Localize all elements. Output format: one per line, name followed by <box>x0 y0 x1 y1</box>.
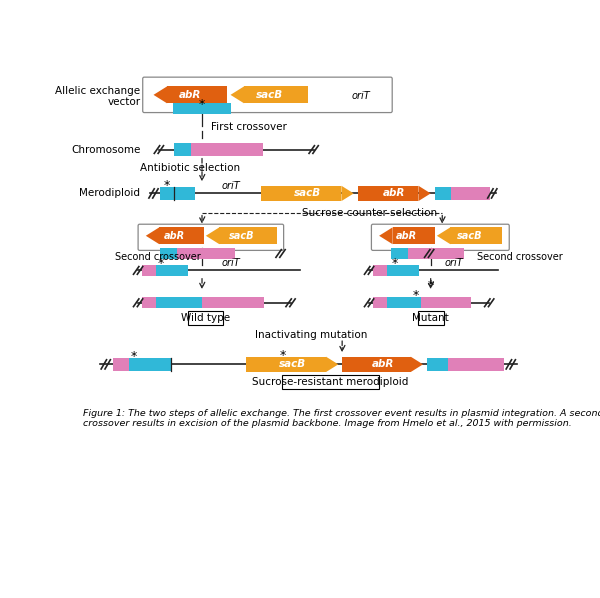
Polygon shape <box>167 86 227 103</box>
Bar <box>129 358 171 371</box>
Text: abR: abR <box>179 90 201 100</box>
Bar <box>387 265 419 276</box>
Polygon shape <box>230 86 244 103</box>
Text: oriT: oriT <box>352 91 371 102</box>
Bar <box>373 297 387 308</box>
Bar <box>160 187 173 200</box>
Text: *: * <box>428 279 434 292</box>
Polygon shape <box>244 86 308 103</box>
FancyBboxPatch shape <box>371 224 509 251</box>
Text: abR: abR <box>164 231 185 241</box>
Polygon shape <box>246 356 326 372</box>
Text: sacB: sacB <box>457 231 482 241</box>
Bar <box>448 358 504 371</box>
Text: First crossover: First crossover <box>211 122 287 132</box>
Text: Second crossover: Second crossover <box>477 252 563 261</box>
Text: Merodiploid: Merodiploid <box>79 188 140 199</box>
Bar <box>174 144 263 155</box>
Bar <box>173 187 195 200</box>
Text: Chromosome: Chromosome <box>71 145 140 154</box>
Polygon shape <box>154 86 167 103</box>
Polygon shape <box>326 356 338 372</box>
Text: Antibiotic selection: Antibiotic selection <box>140 163 241 173</box>
Text: abR: abR <box>383 188 406 199</box>
Text: *: * <box>199 97 205 111</box>
FancyBboxPatch shape <box>418 311 443 325</box>
Text: Mutant: Mutant <box>412 313 449 323</box>
Bar <box>160 248 235 259</box>
FancyBboxPatch shape <box>283 375 379 389</box>
FancyBboxPatch shape <box>138 224 284 251</box>
Bar <box>156 265 188 276</box>
Text: *: * <box>412 289 418 303</box>
Text: abR: abR <box>396 231 418 241</box>
Bar <box>160 248 176 259</box>
Polygon shape <box>358 186 418 201</box>
Text: sacB: sacB <box>278 359 305 370</box>
Bar <box>434 187 451 200</box>
Bar <box>173 103 230 114</box>
Bar <box>202 297 263 308</box>
Polygon shape <box>146 227 160 244</box>
Text: oriT: oriT <box>221 181 240 191</box>
Text: sacB: sacB <box>294 188 321 199</box>
Text: *: * <box>131 350 137 363</box>
FancyBboxPatch shape <box>143 77 392 112</box>
Polygon shape <box>262 186 341 201</box>
Polygon shape <box>392 227 434 244</box>
Bar <box>387 297 404 308</box>
Polygon shape <box>437 227 451 244</box>
FancyBboxPatch shape <box>188 311 223 325</box>
Text: sacB: sacB <box>229 231 254 241</box>
Bar <box>156 297 202 308</box>
Polygon shape <box>160 227 203 244</box>
Text: Wild type: Wild type <box>181 313 230 323</box>
Text: Figure 1: The two steps of allelic exchange. The first crossover event results i: Figure 1: The two steps of allelic excha… <box>83 409 600 428</box>
Polygon shape <box>451 227 502 244</box>
Bar <box>451 187 490 200</box>
Bar <box>113 358 129 371</box>
Polygon shape <box>418 186 431 201</box>
Text: oriT: oriT <box>445 258 463 269</box>
Bar <box>373 265 387 276</box>
Bar <box>404 297 421 308</box>
Text: *: * <box>280 349 286 362</box>
Text: oriT: oriT <box>221 258 240 269</box>
Text: Sucrose-resistant merodiploid: Sucrose-resistant merodiploid <box>253 377 409 387</box>
Text: Allelic exchange
vector: Allelic exchange vector <box>55 86 140 107</box>
Text: *: * <box>158 257 164 270</box>
Polygon shape <box>410 356 423 372</box>
Bar <box>160 187 173 200</box>
Bar <box>142 297 156 308</box>
Bar <box>174 144 191 155</box>
Bar <box>142 265 156 276</box>
Polygon shape <box>220 227 277 244</box>
Polygon shape <box>206 227 220 244</box>
Text: Sucrose counter-selection: Sucrose counter-selection <box>302 208 437 218</box>
Text: *: * <box>391 257 398 270</box>
Text: Second crossover: Second crossover <box>115 252 201 261</box>
Text: *: * <box>163 179 170 192</box>
Text: sacB: sacB <box>256 90 283 100</box>
Polygon shape <box>342 356 410 372</box>
Bar <box>421 297 471 308</box>
Bar <box>391 248 464 259</box>
Polygon shape <box>379 227 392 244</box>
Polygon shape <box>341 186 354 201</box>
Text: Inactivating mutation: Inactivating mutation <box>255 330 368 340</box>
Bar <box>427 358 448 371</box>
Text: abR: abR <box>371 359 394 370</box>
Bar <box>391 248 407 259</box>
